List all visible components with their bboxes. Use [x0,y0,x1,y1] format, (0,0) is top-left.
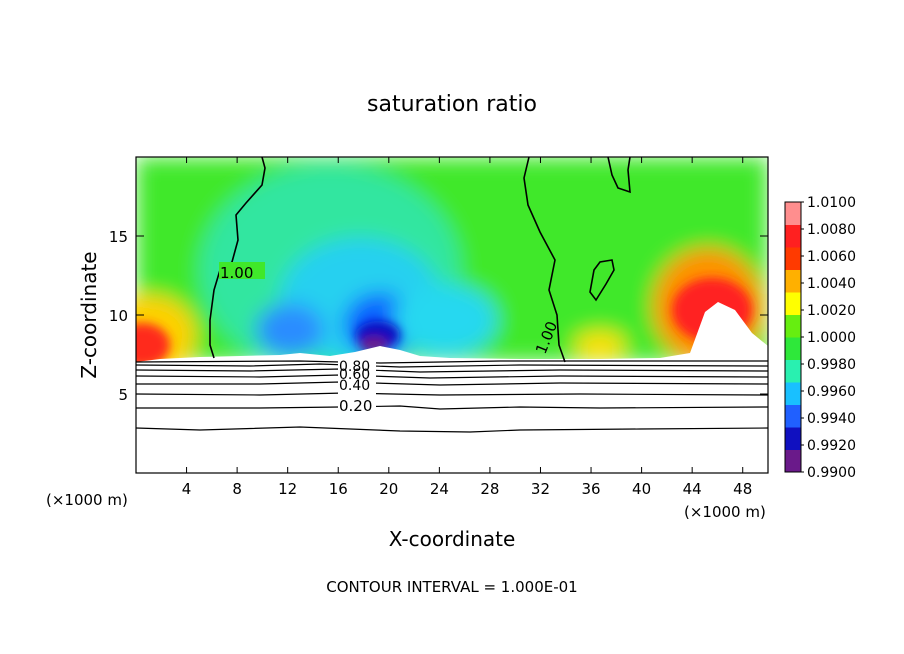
colorbar-label: 1.0080 [807,222,856,238]
contour-label: 0.20 [339,397,372,415]
colorbar: 1.0100 1.0080 1.0060 1.0040 1.0020 1.0000 0.99… [784,195,856,481]
x-unit-left: (×1000 m) [46,491,128,509]
x-tick-label: 8 [232,480,242,498]
colorbar-swatch [785,382,801,405]
x-axis-ticks: 4 8 12 16 20 24 28 32 36 40 44 48 [182,157,752,498]
y-tick-label: 5 [118,386,128,404]
x-tick-label: 16 [329,480,348,498]
colorbar-swatch [785,404,801,428]
chart-title: saturation ratio [367,92,537,117]
colorbar-label: 1.0000 [807,330,856,346]
colorbar-swatch [785,359,801,383]
x-tick-label: 32 [531,480,550,498]
colorbar-swatch [785,292,801,315]
x-tick-label: 48 [733,480,752,498]
x-tick-label: 24 [430,480,449,498]
contour-label: 0.60 [339,367,370,383]
y-tick-label: 15 [109,228,128,246]
colorbar-swatch [785,449,801,473]
colorbar-label: 1.0100 [807,195,856,211]
x-tick-label: 40 [632,480,651,498]
contour-label: 0.40 [339,378,370,394]
colorbar-swatch [785,314,801,338]
colorbar-label: 0.9960 [807,384,856,400]
colorbar-label: 0.9980 [807,357,856,373]
y-axis-label: Z-coordinate [77,251,101,378]
colorbar-label: 1.0060 [807,249,856,265]
x-tick-label: 12 [278,480,297,498]
colorbar-swatch [785,247,801,270]
x-tick-label: 44 [683,480,702,498]
y-axis-ticks: 5 10 15 [109,228,768,404]
contour-label: 0.80 [339,359,370,375]
x-tick-label: 36 [581,480,600,498]
colorbar-label: 1.0040 [807,276,856,292]
contour-label: 1.00 [220,264,253,282]
y-tick-label: 10 [109,307,128,325]
x-axis-label: X-coordinate [389,527,516,551]
contour-lines [136,157,768,433]
x-tick-label: 20 [379,480,398,498]
colorbar-label: 0.9920 [807,438,856,454]
x-tick-label: 28 [480,480,499,498]
colorbar-label: 0.9900 [807,465,856,481]
colorbar-swatch [785,202,801,225]
colorbar-swatch [785,427,801,450]
contour-interval-note: CONTOUR INTERVAL = 1.000E-01 [326,578,577,596]
x-unit-right: (×1000 m) [684,503,766,521]
colorbar-swatch [785,269,801,293]
plot-area [136,157,768,473]
colorbar-swatch [785,224,801,248]
colorbar-label: 0.9940 [807,411,856,427]
x-tick-label: 4 [182,480,192,498]
colorbar-label: 1.0020 [807,303,856,319]
heatmap-field [136,157,768,375]
colorbar-swatch [785,337,801,360]
